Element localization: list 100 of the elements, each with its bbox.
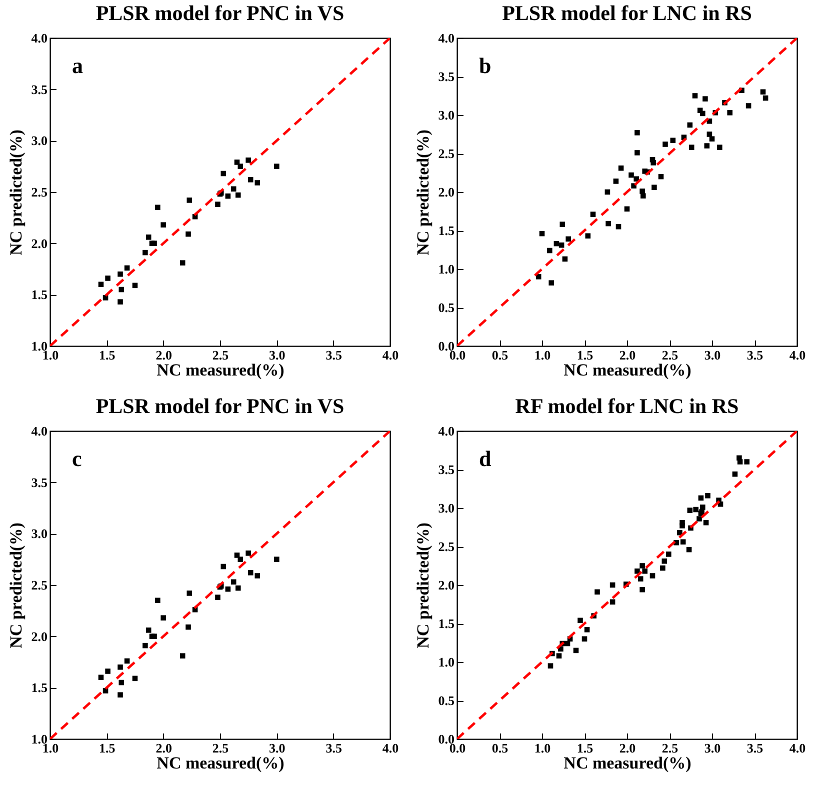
- point: [548, 663, 554, 668]
- x-axis-title: NC measured(%): [564, 360, 692, 380]
- point: [628, 172, 634, 178]
- point: [146, 628, 152, 633]
- point: [688, 144, 694, 150]
- x-tick-label: 3.0: [269, 348, 286, 362]
- x-tick-label: 2.0: [156, 740, 172, 756]
- point: [180, 653, 186, 658]
- point: [105, 668, 110, 674]
- point: [650, 573, 656, 578]
- point: [640, 188, 645, 194]
- y-tick-label: 2.0: [438, 578, 454, 592]
- point: [160, 615, 166, 620]
- point: [105, 276, 110, 281]
- point: [705, 493, 710, 498]
- point: [142, 642, 148, 648]
- y-tick-label: 3.0: [438, 500, 454, 516]
- point: [142, 250, 148, 256]
- point: [246, 550, 251, 556]
- point: [118, 664, 123, 670]
- y-axis-title: NC predicted(%): [6, 130, 26, 256]
- y-tick-label: 0.5: [438, 693, 455, 708]
- x-axis-title: NC measured(%): [156, 754, 284, 772]
- y-tick-label: 1.5: [31, 287, 48, 302]
- y-tick-label: 4.0: [31, 30, 48, 46]
- x-axis-title: NC measured(%): [156, 360, 284, 380]
- point: [618, 165, 624, 171]
- y-tick-label: 3.5: [438, 69, 455, 84]
- y-tick-label: 1.0: [438, 262, 454, 276]
- point: [693, 506, 698, 512]
- point: [585, 233, 591, 239]
- y-tick-label: 2.0: [438, 184, 454, 200]
- point: [186, 231, 191, 237]
- point: [732, 471, 738, 477]
- point: [590, 212, 596, 217]
- point: [700, 504, 706, 510]
- point: [155, 598, 160, 604]
- y-tick-label: 2.5: [438, 539, 455, 554]
- y-tick-label: 1.5: [31, 680, 48, 696]
- point: [680, 539, 686, 545]
- chart-title: PLSR model for PNC in VS: [96, 394, 344, 418]
- chart-title: PLSR model for LNC in RS: [502, 1, 752, 25]
- point: [638, 576, 644, 582]
- point: [687, 508, 693, 513]
- point: [660, 565, 666, 571]
- y-tick-label: 2.0: [31, 236, 48, 251]
- point: [704, 143, 710, 148]
- y-tick-label: 3.0: [31, 133, 48, 148]
- x-tick-label: 3.5: [746, 348, 764, 362]
- point: [616, 224, 622, 230]
- x-tick-label: 1.5: [99, 740, 116, 756]
- y-tick-label: 2.5: [31, 578, 48, 592]
- point: [274, 556, 280, 562]
- point: [186, 624, 191, 630]
- point: [584, 627, 590, 632]
- point: [234, 160, 240, 165]
- point: [180, 260, 186, 266]
- point: [702, 96, 708, 102]
- x-tick-label: 2.0: [156, 348, 172, 362]
- point: [118, 692, 123, 698]
- point: [155, 204, 160, 210]
- x-axis-title: NC measured(%): [564, 754, 692, 772]
- x-tick-label: 3.0: [704, 348, 721, 362]
- x-tick-label: 2.5: [212, 348, 230, 362]
- point: [225, 586, 231, 592]
- point: [547, 248, 552, 254]
- point: [254, 573, 260, 578]
- y-tick-label: 3.5: [31, 474, 48, 490]
- point: [662, 142, 668, 147]
- annotation: b: [479, 53, 492, 78]
- point: [703, 520, 709, 526]
- point: [696, 516, 702, 522]
- y-axis-title: NC predicted(%): [6, 522, 26, 648]
- point: [118, 271, 123, 277]
- point: [152, 634, 157, 639]
- point: [717, 144, 722, 150]
- chart-title: RF model for LNC in RS: [515, 394, 739, 418]
- y-tick-label: 1.5: [438, 616, 455, 631]
- x-tick-label: 2.5: [212, 740, 230, 756]
- point: [606, 220, 611, 226]
- x-tick-label: 3.5: [326, 740, 342, 756]
- y-tick-label: 3.5: [31, 82, 48, 97]
- x-tick-label: 1.0: [534, 740, 551, 756]
- annotation: d: [479, 446, 492, 471]
- x-tick-label: 1.5: [99, 348, 116, 362]
- point: [680, 523, 685, 528]
- point: [652, 184, 657, 190]
- chart-title: PLSR model for PNC in VS: [96, 1, 344, 25]
- x-tick-label: 4.0: [382, 348, 399, 362]
- x-tick-label: 3.0: [704, 740, 721, 756]
- point: [235, 585, 241, 591]
- y-axis-title: NC predicted(%): [413, 522, 432, 648]
- y-tick-label: 4.0: [438, 424, 454, 438]
- x-tick-label: 0.5: [492, 740, 509, 756]
- x-tick-label: 4.0: [789, 740, 806, 756]
- point: [666, 552, 672, 557]
- x-tick-label: 1.5: [576, 348, 594, 362]
- x-tick-label: 1.5: [576, 740, 594, 756]
- point: [594, 589, 600, 595]
- y-tick-label: 2.5: [438, 146, 455, 161]
